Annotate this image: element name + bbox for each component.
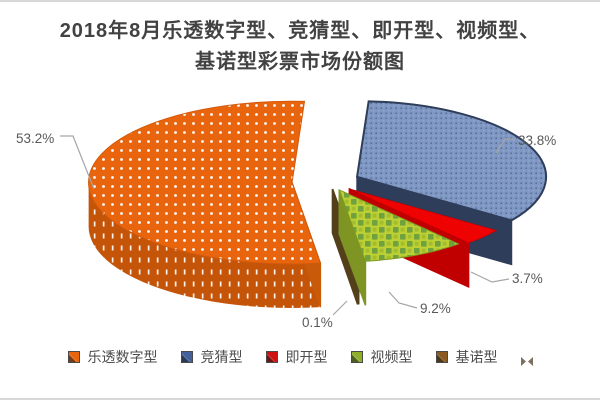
leader-line-shipin xyxy=(388,291,418,309)
chart-title-line1: 2018年8月乐透数字型、竞猜型、即开型、视频型、 xyxy=(59,20,541,42)
leader-line-jikai xyxy=(470,271,510,283)
extra-series-marker-icon xyxy=(520,353,533,366)
leader-line-jinuo xyxy=(332,300,348,316)
legend-item-jinuo: 基诺型 xyxy=(435,347,498,367)
data-label-jingcai: 33.8% xyxy=(518,133,556,148)
legend-label-jikai: 即开型 xyxy=(285,349,328,365)
pie-slice-shipin xyxy=(338,189,460,306)
legend-item-letou-shuzi: 乐透数字型 xyxy=(67,347,158,367)
legend-label-letou-shuzi: 乐透数字型 xyxy=(87,349,158,365)
legend-marker-jinuo-icon xyxy=(435,351,448,363)
legend-marker-shipin-icon xyxy=(350,351,363,363)
data-label-jikai: 3.7% xyxy=(512,271,543,286)
chart-title: 2018年8月乐透数字型、竞猜型、即开型、视频型、 基诺型彩票市场份额图 xyxy=(0,16,600,78)
legend-label-jingcai: 竞猜型 xyxy=(200,349,243,365)
legend-item-shipin: 视频型 xyxy=(350,347,413,367)
chart-title-line2: 基诺型彩票市场份额图 xyxy=(195,51,405,73)
data-label-jinuo: 0.1% xyxy=(302,315,333,330)
legend-item-jikai: 即开型 xyxy=(265,347,328,367)
leader-line-letou-shuzi xyxy=(60,135,95,190)
legend-marker-jingcai-icon xyxy=(180,351,193,363)
legend-marker-letou-shuzi-icon xyxy=(67,351,80,363)
legend-marker-jikai-icon xyxy=(265,351,278,363)
legend-label-jinuo: 基诺型 xyxy=(455,349,498,365)
legend-item-jingcai: 竞猜型 xyxy=(180,347,243,367)
data-label-letou-shuzi: 53.2% xyxy=(16,131,54,146)
leader-line-jingcai xyxy=(495,138,516,154)
pie-slice-letou-shuzi xyxy=(88,100,322,308)
legend: 乐透数字型 竞猜型 即开型 视频型 基诺型 xyxy=(0,347,600,367)
data-label-shipin: 9.2% xyxy=(420,301,451,316)
legend-label-shipin: 视频型 xyxy=(370,349,413,365)
